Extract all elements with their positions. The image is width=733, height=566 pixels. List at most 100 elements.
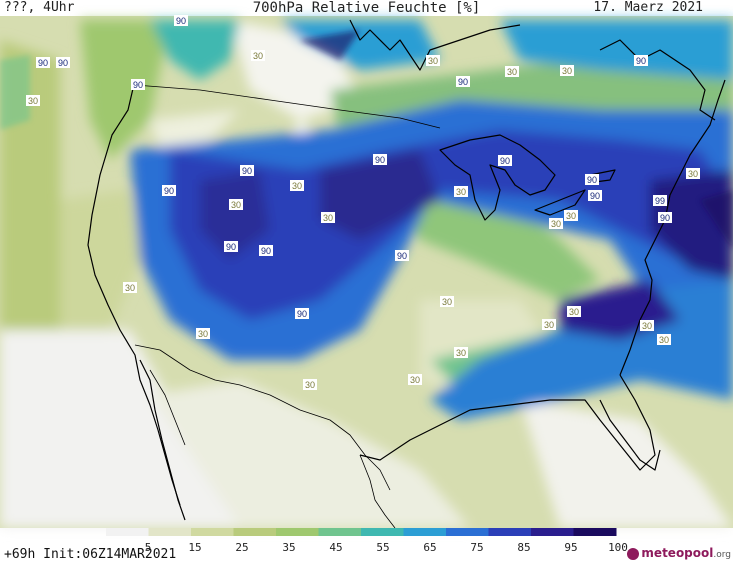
contour-label: 90 [588,190,602,201]
svg-text:30: 30 [305,380,315,390]
svg-text:90: 90 [58,58,68,68]
legend-tick-label: 5 [145,541,152,554]
legend-tick-label: 85 [517,541,530,554]
contour-label: 90 [36,57,50,68]
logo-text: meteopool [641,546,714,560]
svg-text:30: 30 [456,348,466,358]
contour-label: 30 [26,95,40,106]
svg-text:30: 30 [456,187,466,197]
svg-text:90: 90 [500,156,510,166]
contour-label: 30 [454,186,468,197]
legend-tick-label: 15 [188,541,201,554]
svg-text:30: 30 [544,320,554,330]
svg-text:30: 30 [125,283,135,293]
contour-label: 30 [560,65,574,76]
svg-text:90: 90 [133,80,143,90]
contour-label: 30 [542,319,556,330]
legend-swatch [233,528,277,536]
contour-label: 30 [567,306,581,317]
contour-label: 90 [295,308,309,319]
legend-swatch [276,528,319,536]
svg-text:30: 30 [562,66,572,76]
mexico-east-coast [359,454,396,529]
svg-text:30: 30 [569,307,579,317]
contour-label: 90 [131,79,145,90]
contour-label: 30 [454,347,468,358]
legend-tick-label: 55 [376,541,389,554]
legend-swatch [318,528,362,536]
contour-label: 30 [123,282,137,293]
svg-text:90: 90 [261,246,271,256]
humidity-field [0,16,733,528]
svg-text:90: 90 [297,309,307,319]
svg-text:30: 30 [642,321,652,331]
florida [599,399,661,471]
legend-swatch [531,528,574,536]
contour-label: 30 [440,296,454,307]
svg-text:30: 30 [410,375,420,385]
svg-text:30: 30 [28,96,38,106]
color-scale-legend: 5 15 25 35 45 55 65 75 85 95 100 [106,528,628,554]
svg-text:99: 99 [655,196,665,206]
header-date: 17. Maerz 2021 [593,0,703,15]
contour-label: 30 [426,55,440,66]
legend-swatch [191,528,234,536]
svg-text:30: 30 [253,51,263,61]
legend-tick-label: 65 [423,541,436,554]
svg-text:90: 90 [397,251,407,261]
svg-text:30: 30 [231,200,241,210]
contour-label: 90 [224,241,238,252]
contour-labels: 90 90 90 30 90 30 90 30 30 90 30 30 90 90 90 30 30 90 90 90… [26,15,700,390]
svg-text:90: 90 [660,213,670,223]
legend-swatch [148,528,192,536]
forecast-init-label: +69h Init:06Z14MAR2021 [4,547,177,562]
contour-label: 30 [640,320,654,331]
map-title: 700hPa Relative Feuchte [%] [252,0,481,16]
svg-text:30: 30 [507,67,517,77]
contour-label: 90 [658,212,672,223]
svg-text:90: 90 [164,186,174,196]
us-canada-border [134,84,441,129]
svg-text:30: 30 [428,56,438,66]
contour-label: 90 [162,185,176,196]
contour-label: 30 [303,379,317,390]
great-lakes [439,134,556,221]
contour-label: 90 [456,76,470,87]
logo-tld: .org [713,550,731,560]
legend-tick-label: 45 [329,541,342,554]
contour-label: 90 [174,15,188,26]
svg-text:90: 90 [636,56,646,66]
map-outlines [87,19,726,529]
hudson-bay-coast [349,19,521,71]
contour-label: 30 [290,180,304,191]
west-coastline [87,79,181,506]
us-mexico-border [134,344,391,491]
legend-tick-label: 100 [608,541,628,554]
svg-text:30: 30 [566,211,576,221]
contour-label: 30 [686,168,700,179]
svg-text:90: 90 [242,166,252,176]
header-region-time: ???, 4Uhr [4,0,75,15]
meteopool-logo[interactable]: meteopool.org [627,546,731,560]
svg-text:30: 30 [442,297,452,307]
contour-label: 90 [634,55,648,66]
svg-text:30: 30 [659,335,669,345]
svg-text:90: 90 [38,58,48,68]
contour-label: 30 [196,328,210,339]
contour-label: 30 [408,374,422,385]
baja-inner-coast [149,369,186,446]
legend-swatch [106,528,149,536]
legend-tick-label: 25 [235,541,248,554]
svg-text:30: 30 [688,169,698,179]
gulf-coast [359,374,656,471]
svg-text:90: 90 [590,191,600,201]
svg-text:90: 90 [458,77,468,87]
contour-label: 30 [564,210,578,221]
contour-label: 30 [505,66,519,77]
lake-erie [534,189,586,216]
svg-text:30: 30 [292,181,302,191]
legend-swatch [446,528,489,536]
contour-label: 90 [498,155,512,166]
